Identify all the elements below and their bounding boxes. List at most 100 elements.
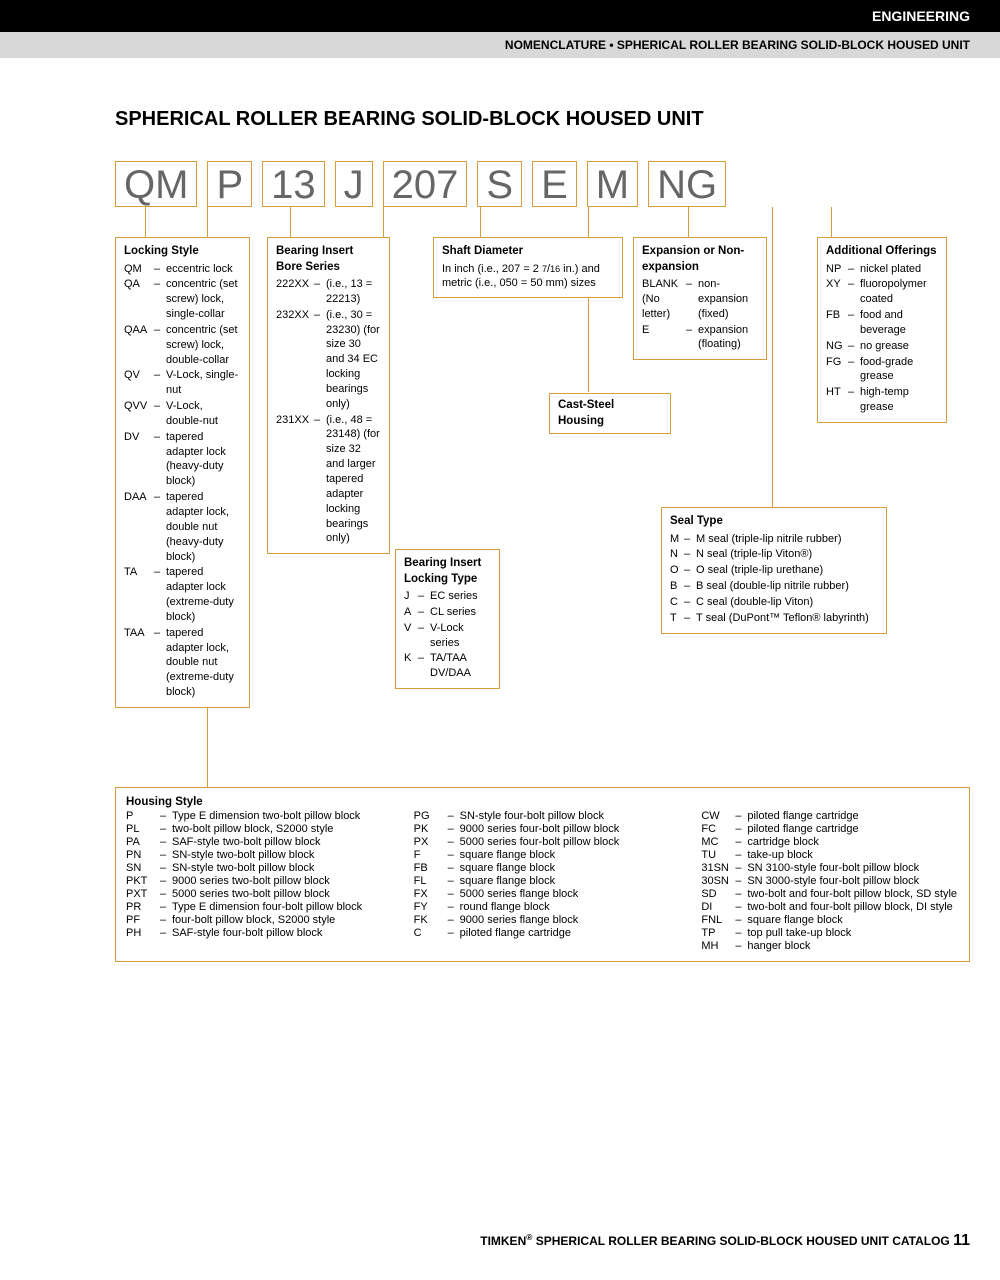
- housing-row: TU–take-up block: [701, 849, 959, 861]
- housing-row: CW–piloted flange cartridge: [701, 810, 959, 822]
- housing-row: F–square flange block: [414, 849, 672, 861]
- housing-row: MC–cartridge block: [701, 836, 959, 848]
- connector-line: [480, 207, 481, 237]
- def-title: Housing Style: [126, 796, 959, 808]
- housing-row: SN–SN-style two-bolt pillow block: [126, 862, 384, 874]
- def-offerings: Additional OfferingsNP–nickel platedXY–f…: [817, 237, 947, 423]
- def-row: NG–no grease: [826, 339, 938, 354]
- housing-row: MH–hanger block: [701, 940, 959, 952]
- page-footer: TIMKEN® SPHERICAL ROLLER BEARING SOLID-B…: [480, 1232, 970, 1250]
- def-title: Shaft Diameter: [442, 244, 614, 260]
- housing-row: SD–two-bolt and four-bolt pillow block, …: [701, 888, 959, 900]
- code-box: S: [477, 161, 522, 207]
- def-row: XY–fluoropolymer coated: [826, 277, 938, 307]
- connector-line: [145, 207, 146, 237]
- def-title: Locking Style: [124, 244, 241, 260]
- def-row: 232XX–(i.e., 30 = 23230) (for size 30 an…: [276, 308, 381, 412]
- def-bore-series: Bearing Insert Bore Series222XX–(i.e., 1…: [267, 237, 390, 554]
- code-box: J: [335, 161, 373, 207]
- def-row: TA–tapered adapter lock (extreme-duty bl…: [124, 565, 241, 624]
- def-title: Seal Type: [670, 514, 878, 530]
- code-box: 13: [262, 161, 325, 207]
- housing-col: PG–SN-style four-bolt pillow blockPK–900…: [414, 810, 672, 953]
- def-row: QVV–V-Lock, double-nut: [124, 399, 241, 429]
- housing-row: PN–SN-style two-bolt pillow block: [126, 849, 384, 861]
- housing-row: PX–5000 series four-bolt pillow block: [414, 836, 672, 848]
- housing-row: FY–round flange block: [414, 901, 672, 913]
- def-row: K–TA/TAA DV/DAA: [404, 651, 491, 681]
- header-black-bar: ENGINEERING: [0, 0, 1000, 32]
- def-row: HT–high-temp grease: [826, 385, 938, 415]
- def-shaft-diameter: Shaft Diameter In inch (i.e., 207 = 2 7/…: [433, 237, 623, 298]
- def-title: Bearing Insert Locking Type: [404, 556, 491, 587]
- def-row: QAA–concentric (set screw) lock, double-…: [124, 323, 241, 368]
- housing-row: FB–square flange block: [414, 862, 672, 874]
- def-row: QV–V-Lock, single-nut: [124, 368, 241, 398]
- def-locking-type: Bearing Insert Locking TypeJ–EC seriesA–…: [395, 549, 500, 689]
- def-row: DAA–tapered adapter lock, double nut (he…: [124, 490, 241, 564]
- def-cast-steel: Cast-Steel Housing: [549, 393, 671, 434]
- housing-row: FC–piloted flange cartridge: [701, 823, 959, 835]
- def-title: Bearing Insert Bore Series: [276, 244, 381, 275]
- def-row: BLANK (No letter)–non-expansion (fixed): [642, 277, 758, 322]
- housing-col: P–Type E dimension two-bolt pillow block…: [126, 810, 384, 953]
- def-title: Expansion or Non-expansion: [642, 244, 758, 275]
- page-content: SPHERICAL ROLLER BEARING SOLID-BLOCK HOU…: [0, 58, 1000, 967]
- code-row: QMP13J207SEMNG: [115, 161, 970, 207]
- housing-row: PK–9000 series four-bolt pillow block: [414, 823, 672, 835]
- code-box: QM: [115, 161, 197, 207]
- def-row: B–B seal (double-lip nitrile rubber): [670, 579, 878, 594]
- code-box: M: [587, 161, 638, 207]
- def-expansion: Expansion or Non-expansionBLANK (No lett…: [633, 237, 767, 360]
- def-row: QM–eccentric lock: [124, 262, 241, 277]
- code-box: E: [532, 161, 577, 207]
- housing-row: PA–SAF-style two-bolt pillow block: [126, 836, 384, 848]
- def-row: C–C seal (double-lip Viton): [670, 595, 878, 610]
- page-title: SPHERICAL ROLLER BEARING SOLID-BLOCK HOU…: [115, 108, 970, 131]
- def-housing-style: Housing Style P–Type E dimension two-bol…: [115, 787, 970, 962]
- housing-row: PKT–9000 series two-bolt pillow block: [126, 875, 384, 887]
- housing-row: TP–top pull take-up block: [701, 927, 959, 939]
- code-box: NG: [648, 161, 726, 207]
- def-row: M–M seal (triple-lip nitrile rubber): [670, 532, 878, 547]
- def-row: TAA–tapered adapter lock, double nut (ex…: [124, 626, 241, 700]
- housing-row: FK–9000 series flange block: [414, 914, 672, 926]
- def-row: T–T seal (DuPont™ Teflon® labyrinth): [670, 611, 878, 626]
- connector-line: [688, 207, 689, 237]
- def-row: 222XX–(i.e., 13 = 22213): [276, 277, 381, 307]
- def-title: Cast-Steel Housing: [558, 398, 662, 429]
- def-seal-type: Seal Type M–M seal (triple-lip nitrile ru…: [661, 507, 887, 634]
- def-row: V–V-Lock series: [404, 621, 491, 651]
- housing-row: FL–square flange block: [414, 875, 672, 887]
- connector-line: [772, 207, 773, 507]
- def-row: DV–tapered adapter lock (heavy-duty bloc…: [124, 430, 241, 489]
- housing-row: PXT–5000 series two-bolt pillow block: [126, 888, 384, 900]
- def-title: Additional Offerings: [826, 244, 938, 260]
- connector-line: [290, 207, 291, 237]
- housing-row: 31SN–SN 3100-style four-bolt pillow bloc…: [701, 862, 959, 874]
- def-row: QA–concentric (set screw) lock, single-c…: [124, 277, 241, 322]
- def-row: FB–food and beverage: [826, 308, 938, 338]
- connector-line: [588, 207, 589, 392]
- code-box: P: [207, 161, 252, 207]
- housing-row: FX–5000 series flange block: [414, 888, 672, 900]
- housing-row: 30SN–SN 3000-style four-bolt pillow bloc…: [701, 875, 959, 887]
- def-row: FG–food-grade grease: [826, 355, 938, 385]
- housing-col: CW–piloted flange cartridgeFC–piloted fl…: [701, 810, 959, 953]
- housing-row: P–Type E dimension two-bolt pillow block: [126, 810, 384, 822]
- def-row: 231XX–(i.e., 48 = 23148) (for size 32 an…: [276, 413, 381, 547]
- housing-row: PG–SN-style four-bolt pillow block: [414, 810, 672, 822]
- housing-row: FNL–square flange block: [701, 914, 959, 926]
- code-box: 207: [383, 161, 468, 207]
- def-row: O–O seal (triple-lip urethane): [670, 563, 878, 578]
- housing-row: PH–SAF-style four-bolt pillow block: [126, 927, 384, 939]
- housing-row: PF–four-bolt pillow block, S2000 style: [126, 914, 384, 926]
- housing-row: C–piloted flange cartridge: [414, 927, 672, 939]
- housing-row: DI–two-bolt and four-bolt pillow block, …: [701, 901, 959, 913]
- housing-row: PR–Type E dimension four-bolt pillow blo…: [126, 901, 384, 913]
- def-locking-style: Locking Style QM–eccentric lockQA–concent…: [115, 237, 250, 708]
- header-gray-bar: NOMENCLATURE • SPHERICAL ROLLER BEARING …: [0, 32, 1000, 58]
- housing-row: PL–two-bolt pillow block, S2000 style: [126, 823, 384, 835]
- def-text: In inch (i.e., 207 = 2 7/16 in.) and met…: [442, 262, 614, 292]
- def-row: A–CL series: [404, 605, 491, 620]
